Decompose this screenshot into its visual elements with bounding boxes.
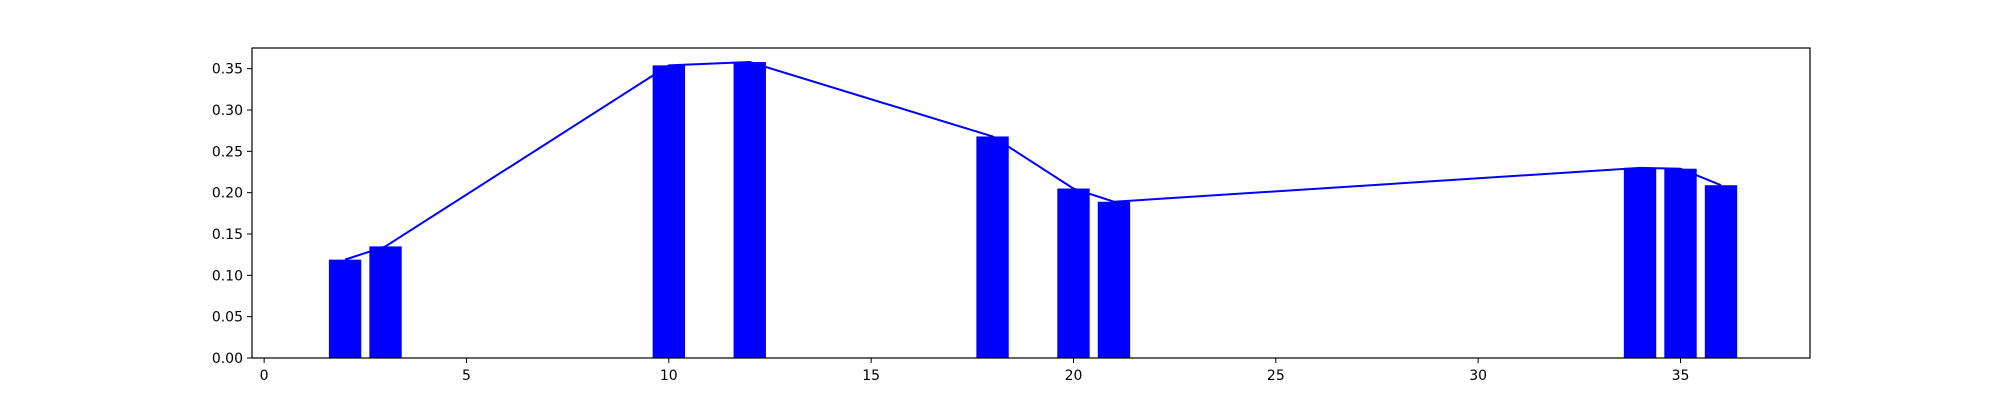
plot-frame: [251, 47, 1811, 359]
bar: [976, 136, 1009, 358]
y-tick-label: 0.30: [212, 103, 243, 119]
bar: [1664, 168, 1697, 358]
y-tick-label: 0.25: [212, 144, 243, 160]
y-tick-label: 0.00: [212, 351, 243, 367]
bar: [733, 62, 766, 358]
x-tick-label: 20: [1065, 368, 1083, 384]
y-tick-label: 0.35: [212, 62, 243, 78]
x-tick-label: 35: [1672, 368, 1690, 384]
y-tick-label: 0.10: [212, 268, 243, 284]
y-tick-label: 0.20: [212, 186, 243, 202]
bar: [1097, 201, 1131, 358]
x-tick-label: 15: [862, 368, 880, 384]
bar: [328, 259, 362, 358]
bar: [1623, 167, 1657, 358]
x-tick-label: 25: [1267, 368, 1285, 384]
line-layer: [344, 61, 1722, 261]
x-tick-label: 5: [462, 368, 471, 384]
series-line: [344, 61, 1722, 261]
bar: [369, 246, 402, 358]
bar: [1057, 188, 1090, 358]
x-tick-label: 30: [1469, 368, 1487, 384]
axes-layer: 0 5 10 15 20 25 30 35 0.00 0.05 0.10 0.15 0.20 0.25 0.…: [212, 47, 1811, 384]
bar: [1704, 185, 1738, 358]
y-tick-label: 0.15: [212, 227, 243, 243]
y-tick-label: 0.05: [212, 310, 243, 326]
x-tick-label: 0: [260, 368, 269, 384]
bar: [652, 65, 686, 359]
bars-layer: [328, 62, 1738, 359]
x-tick-label: 10: [660, 368, 678, 384]
